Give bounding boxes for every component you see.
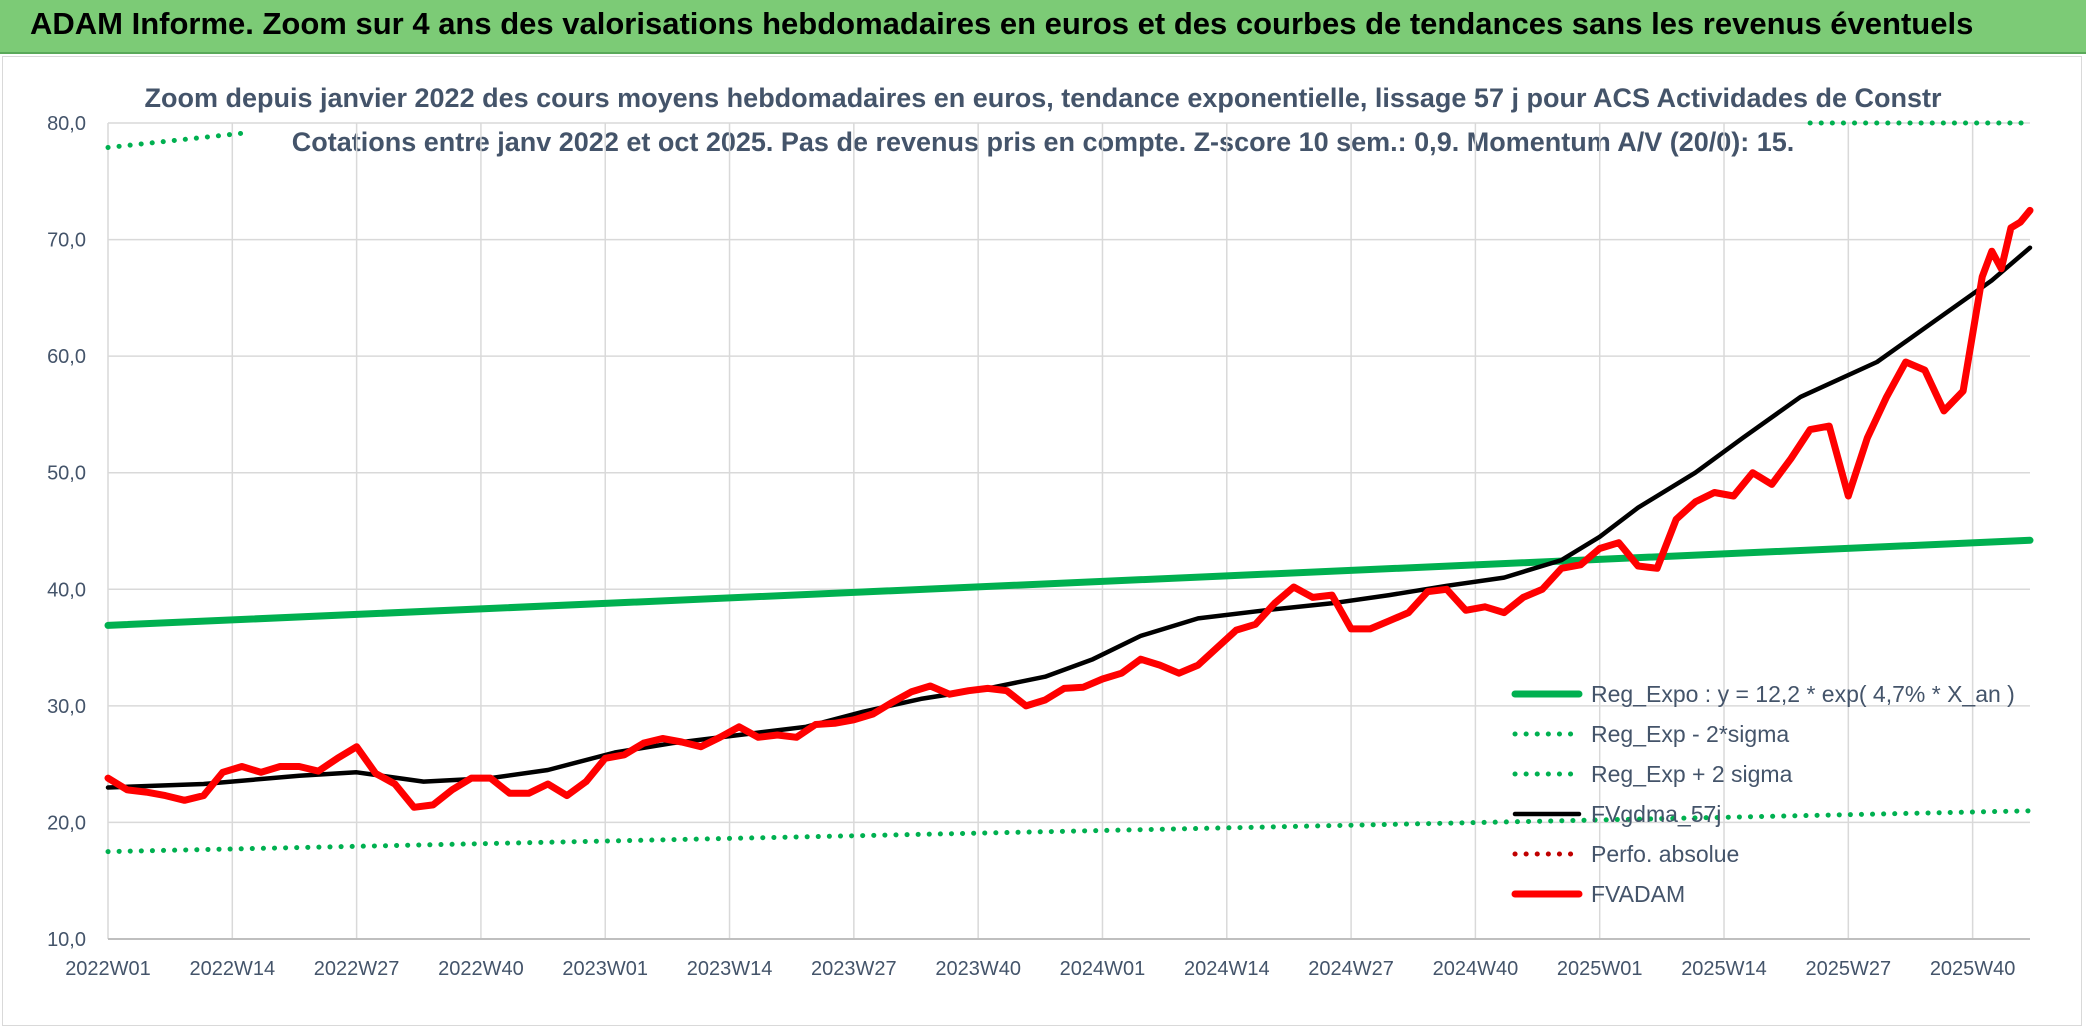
y-tick-label: 40,0 <box>47 579 86 601</box>
x-tick-label: 2022W40 <box>438 958 524 980</box>
x-tick-label: 2022W14 <box>189 958 275 980</box>
series-line-5 <box>104 206 2034 811</box>
x-tick-label: 2025W27 <box>1806 958 1892 980</box>
legend-label: Perfo. absolue <box>1591 841 1739 867</box>
report-title: ADAM Informe. Zoom sur 4 ans des valoris… <box>30 6 1974 41</box>
x-tick-label: 2024W40 <box>1433 958 1519 980</box>
legend-label: FVADAM <box>1591 881 1685 907</box>
report-banner: ADAM Informe. Zoom sur 4 ans des valoris… <box>0 0 2086 54</box>
y-tick-label: 60,0 <box>47 346 86 368</box>
y-tick-label: 10,0 <box>47 929 86 951</box>
y-tick-label: 50,0 <box>47 463 86 485</box>
x-tick-label: 2022W01 <box>65 958 151 980</box>
x-tick-label: 2023W01 <box>562 958 648 980</box>
legend-label: Reg_Expo : y = 12,2 * exp( 4,7% * X_an ) <box>1591 681 2015 707</box>
x-tick-label: 2023W27 <box>811 958 897 980</box>
legend-label: Reg_Exp - 2*sigma <box>1591 721 1789 747</box>
chart-title: Zoom depuis janvier 2022 des cours moyen… <box>144 83 1942 113</box>
series-line-0 <box>104 536 2034 629</box>
x-tick-label: 2024W27 <box>1308 958 1394 980</box>
x-tick-label: 2025W01 <box>1557 958 1643 980</box>
legend-label: FVgdma_57j <box>1591 801 1721 827</box>
x-tick-label: 2025W40 <box>1930 958 2016 980</box>
y-tick-label: 80,0 <box>47 113 86 135</box>
x-tick-label: 2025W14 <box>1681 958 1767 980</box>
series-line-3 <box>105 245 2033 790</box>
legend-label: Reg_Exp + 2 sigma <box>1591 761 1793 787</box>
chart-subtitle: Cotations entre janv 2022 et oct 2025. P… <box>291 127 1795 157</box>
x-tick-label: 2024W01 <box>1060 958 1146 980</box>
x-tick-label: 2024W14 <box>1184 958 1270 980</box>
y-tick-label: 20,0 <box>47 812 86 834</box>
x-tick-label: 2023W14 <box>687 958 773 980</box>
series-line-1 <box>105 808 2033 855</box>
x-tick-label: 2023W40 <box>935 958 1021 980</box>
y-tick-label: 70,0 <box>47 230 86 252</box>
chart-frame <box>2 56 2082 1026</box>
y-tick-label: 30,0 <box>47 696 86 718</box>
series-line-2 <box>105 129 254 150</box>
x-tick-label: 2022W27 <box>314 958 400 980</box>
